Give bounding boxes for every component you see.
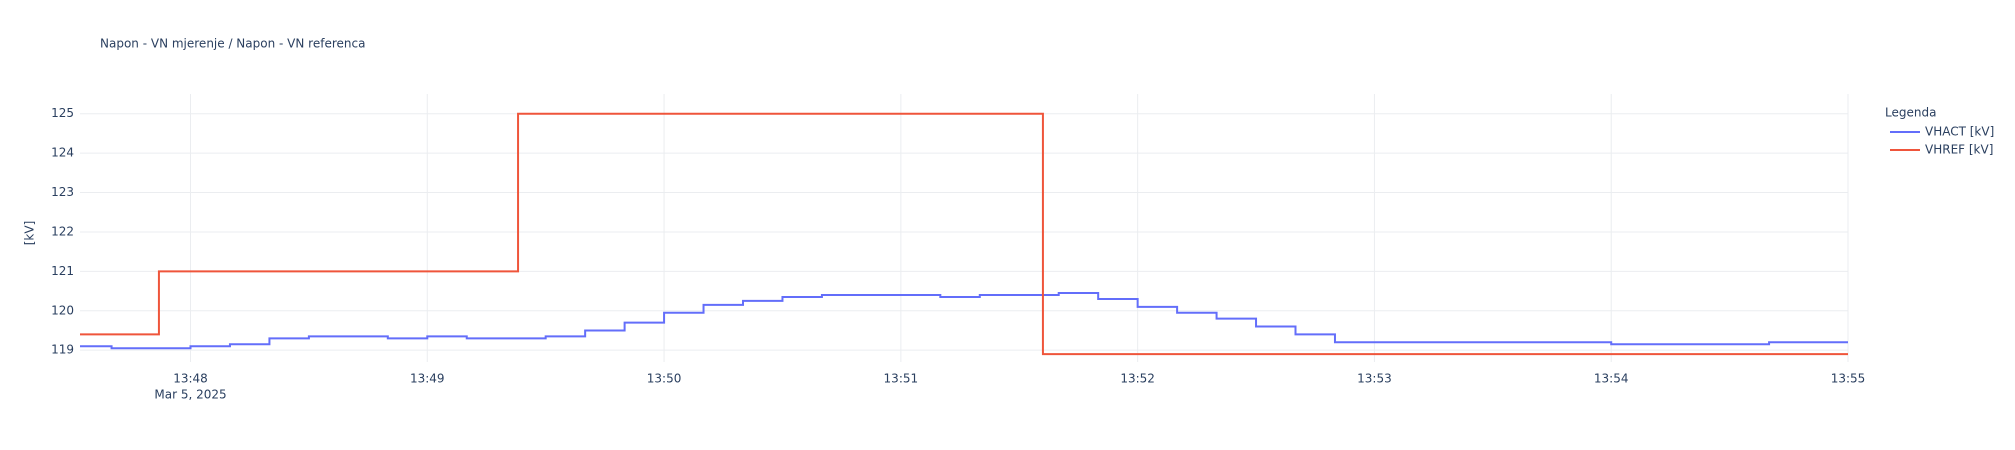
x-tick-label: 13:51 [884,372,919,386]
x-date-label: Mar 5, 2025 [154,388,226,402]
x-tick-label: 13:53 [1357,372,1392,386]
y-tick-label: 119 [51,343,74,357]
y-tick-label: 125 [51,106,74,120]
y-tick-label: 121 [51,264,74,278]
legend-title: Legenda [1885,106,1936,120]
x-tick-label: 13:49 [410,372,445,386]
chart-title: Napon - VN mjerenje / Napon - VN referen… [100,37,365,51]
x-tick-label: 13:48 [173,372,208,386]
series-line [80,292,1848,350]
x-tick-label: 13:52 [1120,372,1155,386]
x-tick-label: 13:50 [647,372,682,386]
y-tick-label: 122 [51,224,74,238]
x-tick-label: 13:54 [1594,372,1629,386]
series-line [80,112,1848,356]
x-tick-label: 13:55 [1831,372,1866,386]
legend-label: VHREF [kV] [1925,143,1993,157]
y-tick-label: 123 [51,185,74,199]
y-axis-label: [kV] [23,221,37,246]
legend-label: VHACT [kV] [1925,125,1994,139]
y-tick-label: 120 [51,303,74,317]
y-tick-label: 124 [51,146,74,160]
